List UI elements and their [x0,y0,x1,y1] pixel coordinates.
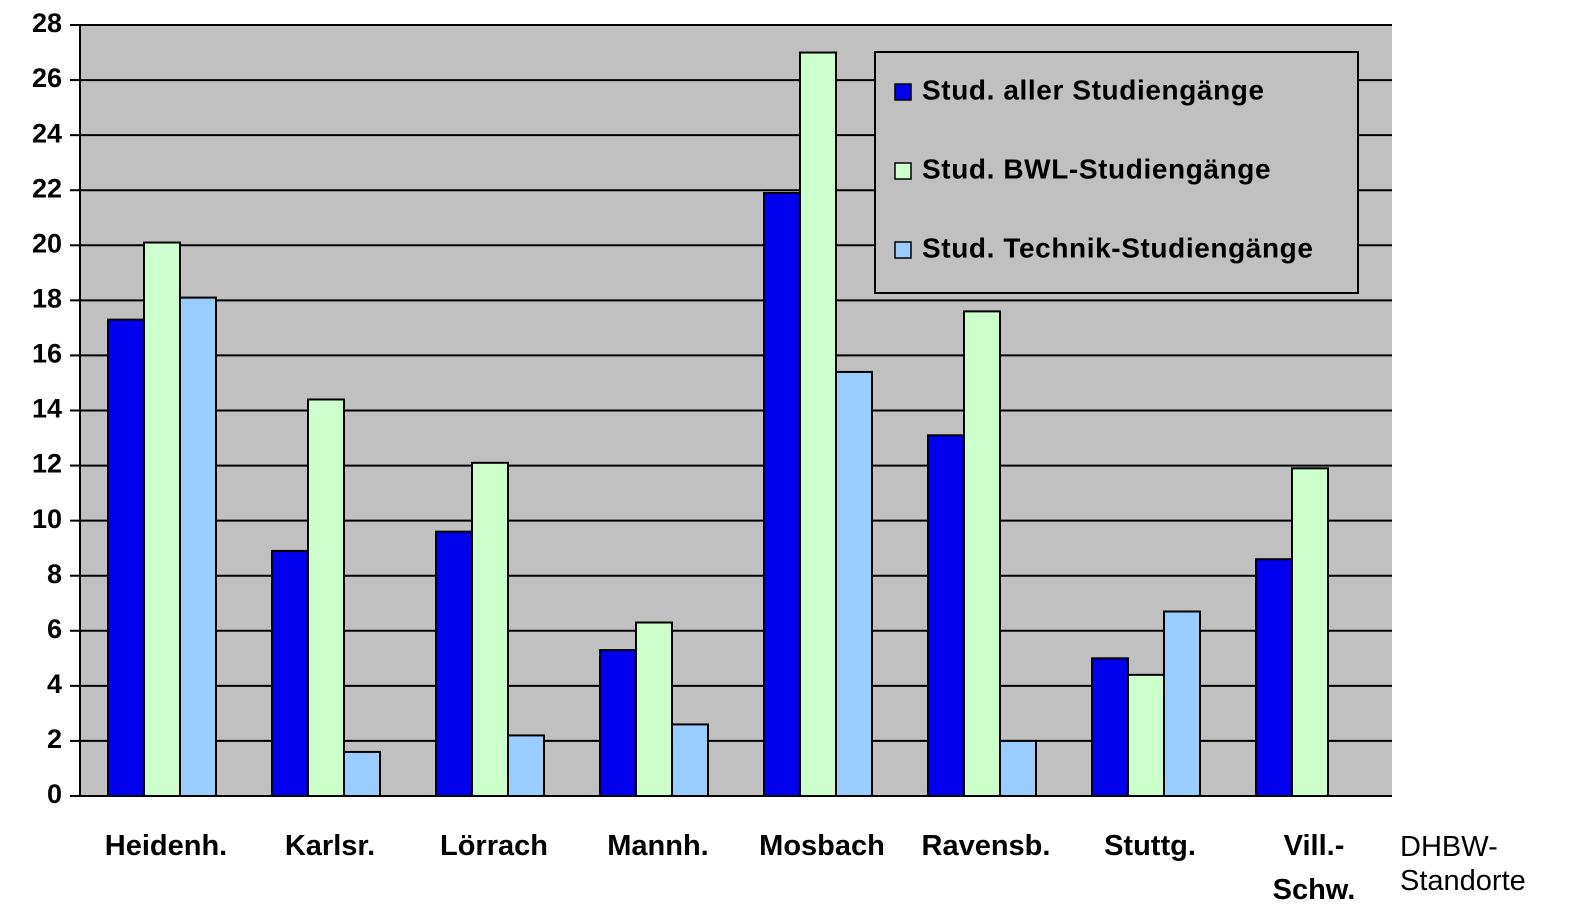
y-tick-label: 22 [32,173,62,203]
legend-label: Stud. aller Studiengänge [922,74,1265,105]
x-tick-label: Mosbach [759,830,885,862]
bar [927,434,965,797]
y-tick-label: 18 [32,283,62,313]
bar [963,310,1001,797]
bar [179,296,217,797]
bar [435,530,473,798]
legend-label: Stud. BWL-Studiengänge [922,153,1271,184]
bar [1291,467,1329,797]
x-tick-label: Stuttg. [1104,830,1196,862]
x-tick-label: Ravensb. [921,830,1051,862]
bar [763,191,801,798]
y-tick-label: 28 [32,8,62,38]
bar [343,750,381,798]
bar [271,549,309,797]
bar [799,51,837,798]
bar [107,318,145,797]
bar [1255,558,1293,798]
x-tick-label: Heidenh. [104,830,228,862]
x-tick-label: Vill.- Schw. [1272,830,1356,906]
x-axis-label: DHBW- Standorte [1400,831,1526,897]
y-tick-label: 14 [32,394,62,424]
y-tick-label: 2 [47,724,62,754]
bar [835,370,873,797]
y-tick-label: 0 [47,779,62,809]
x-tick-label: Karlsr. [284,830,376,862]
bar [599,649,637,798]
y-tick-label: 8 [47,559,62,589]
legend-marker [894,241,912,259]
y-tick-label: 26 [32,63,62,93]
bar [671,723,709,798]
bar [635,621,673,798]
bar [143,241,181,797]
x-tick-label: Lörrach [440,830,548,862]
y-tick-label: 4 [47,669,62,699]
legend-marker [894,83,912,101]
y-tick-label: 6 [47,614,62,644]
bar [999,739,1037,798]
bar [1127,673,1165,797]
bar [507,734,545,798]
x-tick-label: Mannh. [607,830,709,862]
legend-label: Stud. Technik-Studiengänge [922,232,1314,263]
bar [1091,657,1129,797]
bar [471,461,509,797]
legend-box [874,51,1359,294]
bar [307,398,345,797]
y-tick-label: 12 [32,449,62,479]
legend-marker [894,162,912,180]
y-tick-label: 20 [32,228,62,258]
y-tick-label: 10 [32,504,62,534]
y-tick-label: 16 [32,339,62,369]
bar [1163,610,1201,798]
y-tick-label: 24 [32,118,62,148]
